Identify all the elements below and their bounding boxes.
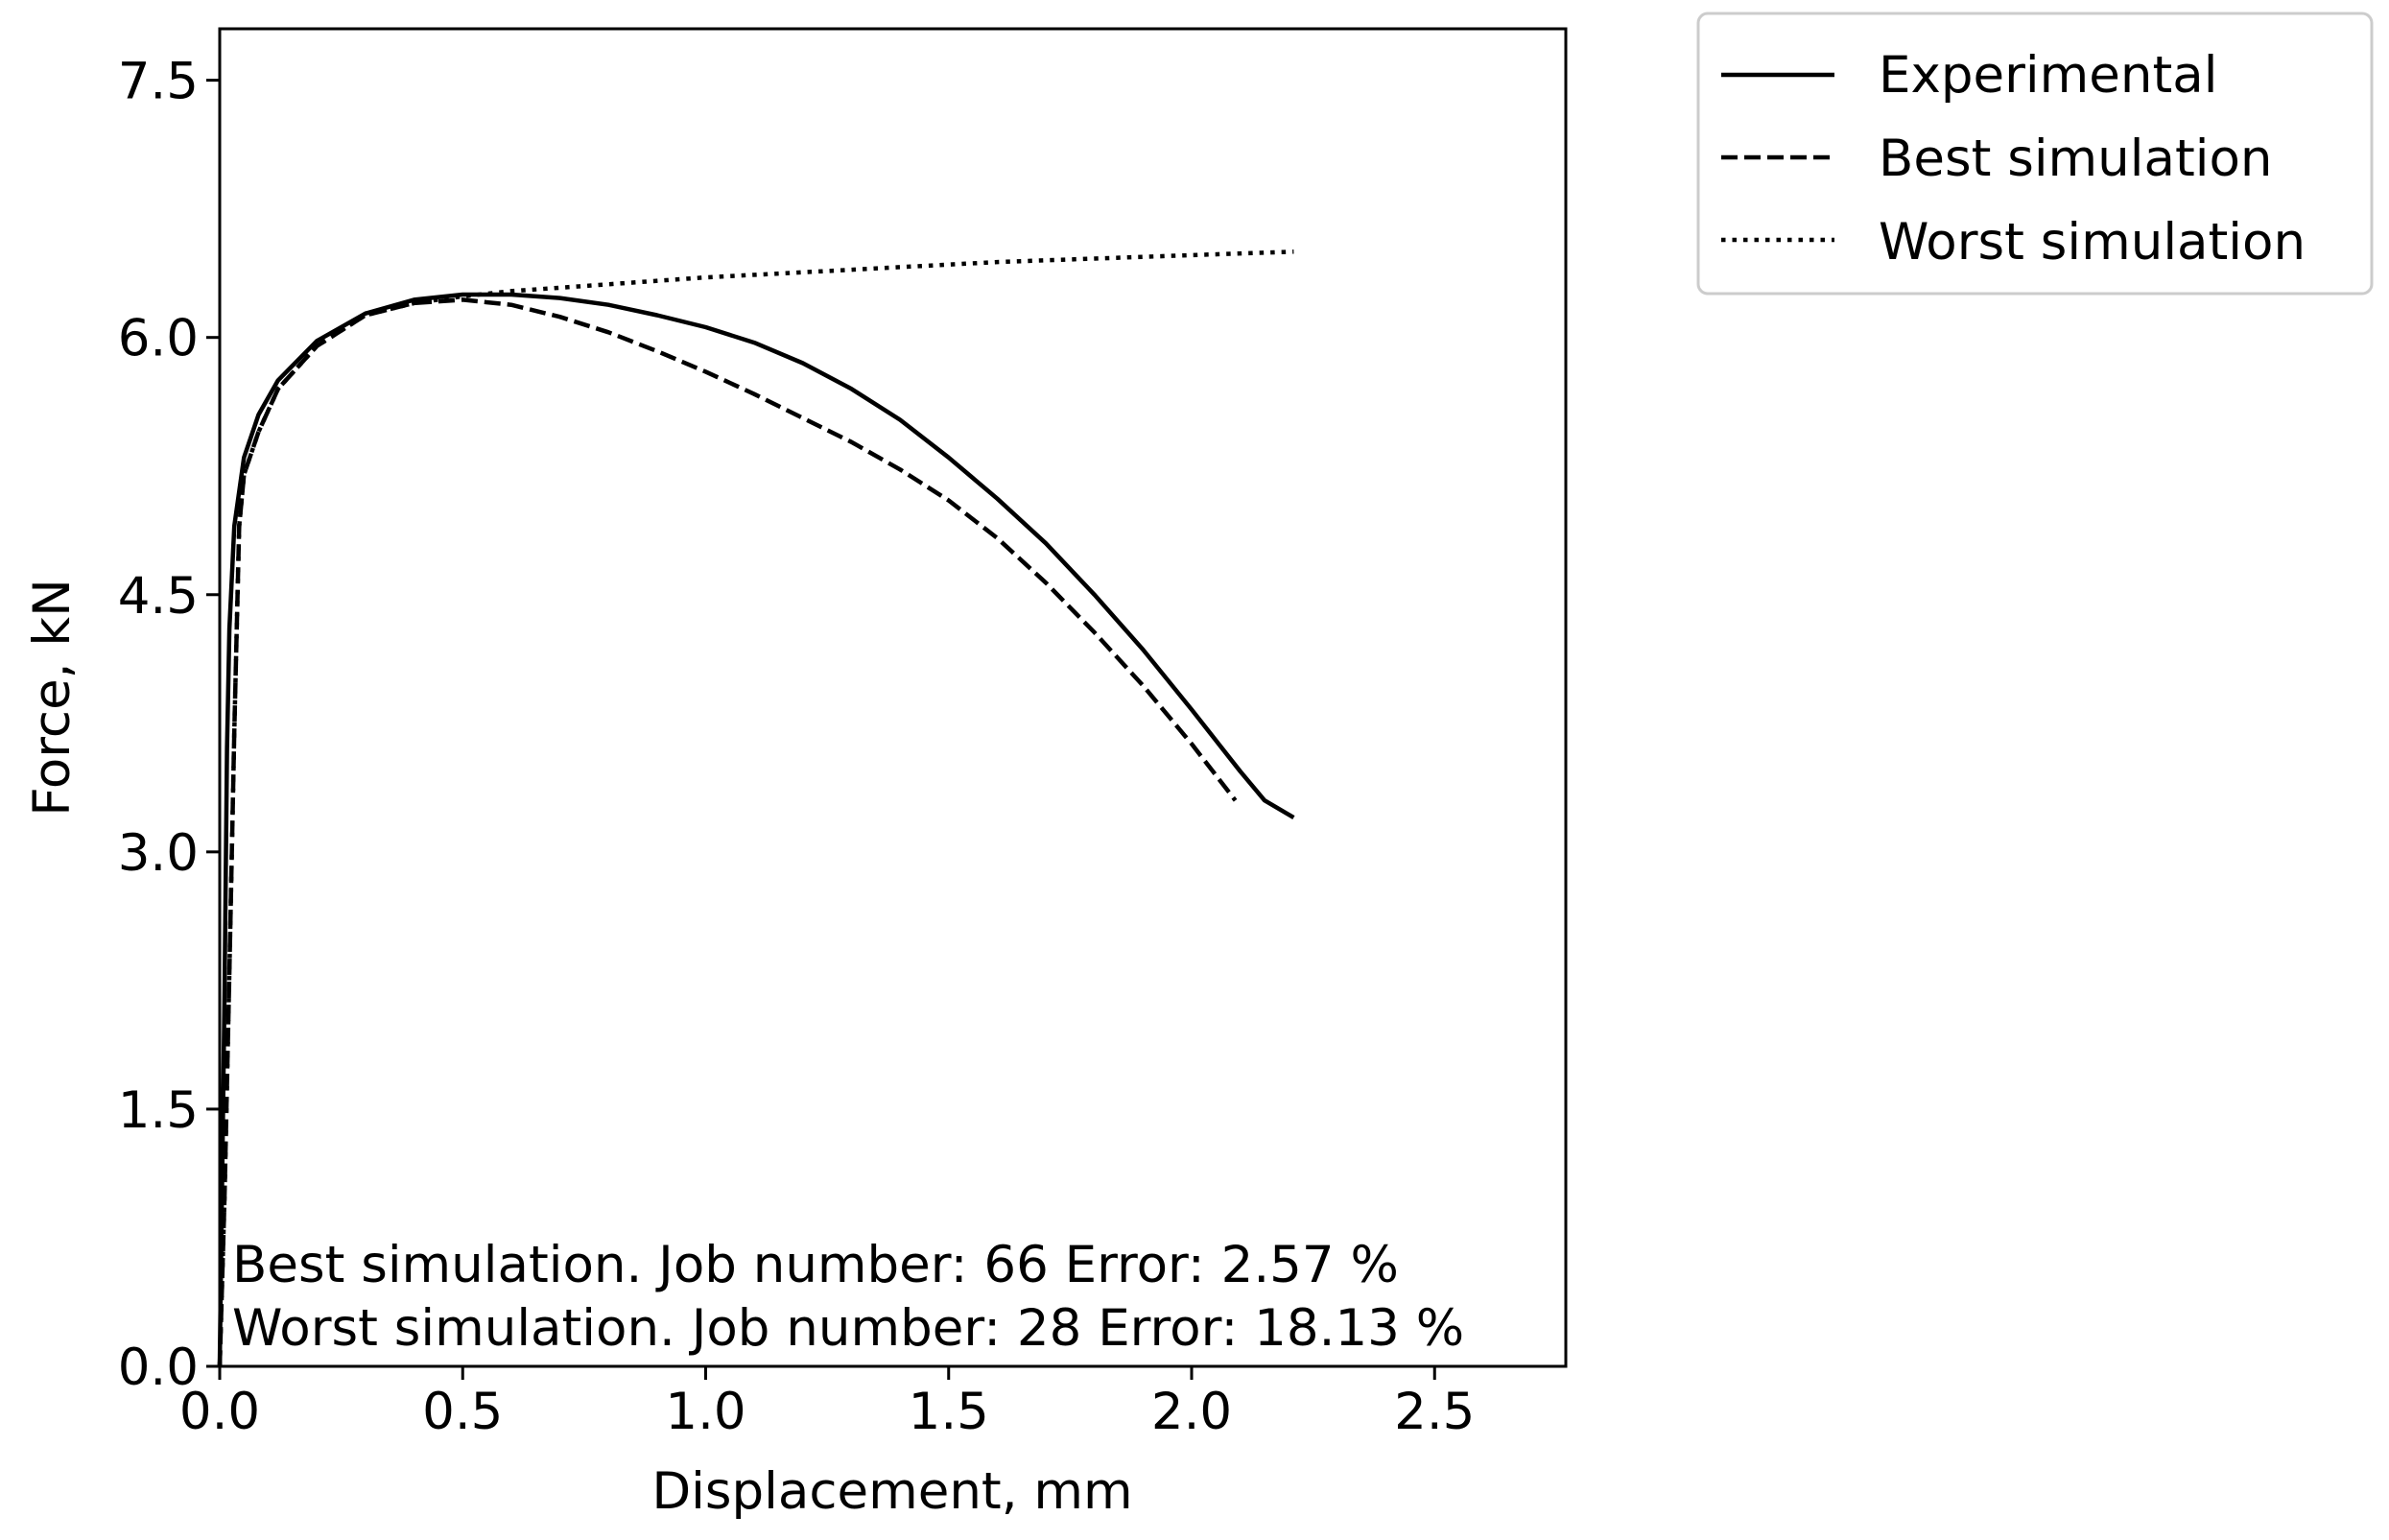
x-tick-label: 2.5: [1394, 1383, 1475, 1441]
y-tick-label: 4.5: [118, 567, 199, 626]
plot-lines: [217, 249, 1295, 1367]
x-axis-ticks: 0.0 0.5 1.0 1.5 2.0 2.5: [179, 1366, 1475, 1441]
legend-label-best-simulation: Best simulation: [1879, 130, 2273, 188]
legend-label-worst-simulation: Worst simulation: [1879, 213, 2306, 272]
y-tick-label: 1.5: [118, 1081, 199, 1140]
legend: Experimental Best simulation Worst simul…: [1696, 12, 2374, 296]
y-tick-label: 6.0: [118, 310, 199, 368]
y-tick-label: 7.5: [118, 53, 199, 111]
x-axis-label: Displacement, mm: [651, 1462, 1132, 1521]
series-line-experimental: [217, 292, 1295, 1367]
y-tick-label: 0.0: [118, 1339, 199, 1397]
x-tick-label: 0.0: [179, 1383, 260, 1441]
series-line-worst-simulation: [217, 249, 1294, 1367]
annotation-best: Best simulation. Job number: 66 Error: 2…: [232, 1236, 1399, 1294]
x-tick-label: 2.0: [1151, 1383, 1232, 1441]
y-axis-label: Force, kN: [23, 579, 82, 816]
y-axis-ticks: 0.0 1.5 3.0 4.5 6.0 7.5: [118, 53, 220, 1397]
x-tick-label: 1.5: [909, 1383, 989, 1441]
x-tick-label: 0.5: [422, 1383, 503, 1441]
series-line-best-simulation: [217, 297, 1238, 1367]
legend-frame: [1696, 12, 2374, 296]
legend-label-experimental: Experimental: [1879, 46, 2217, 105]
plot-frame: [218, 27, 1568, 1368]
annotation-worst: Worst simulation. Job number: 28 Error: …: [232, 1299, 1464, 1358]
y-tick-label: 3.0: [118, 824, 199, 883]
x-tick-label: 1.0: [665, 1383, 745, 1441]
